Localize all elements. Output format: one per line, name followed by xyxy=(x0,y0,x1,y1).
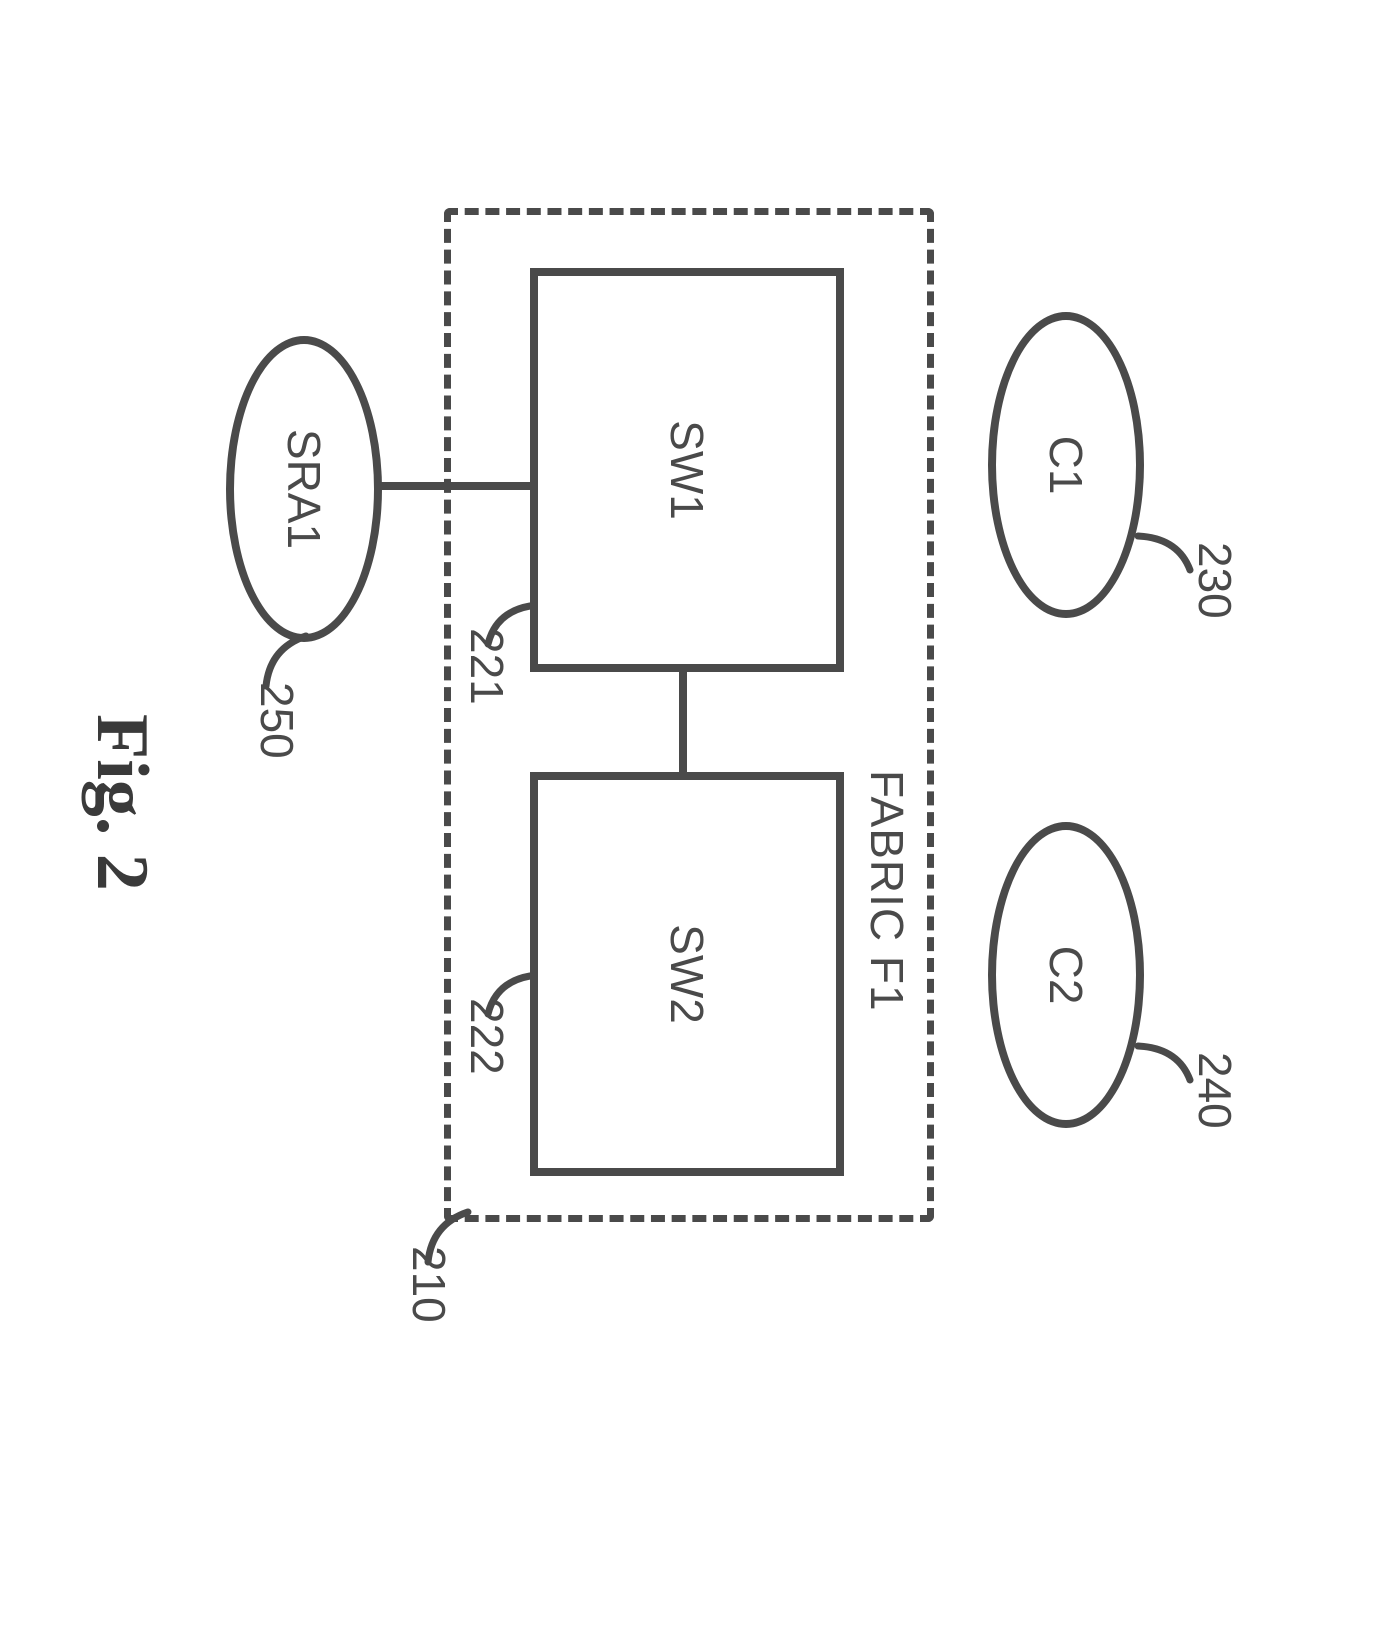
leader-c1 xyxy=(1126,530,1196,600)
refnum-c1: 230 xyxy=(1188,542,1242,619)
leader-sw2 xyxy=(478,970,538,1030)
refnum-c2: 240 xyxy=(1188,1052,1242,1129)
fabric-title: FABRIC F1 xyxy=(860,770,914,1012)
figure-caption: Fig. 2 xyxy=(79,714,164,891)
client-c2: C2 xyxy=(988,822,1144,1128)
link-sw1-sra1 xyxy=(378,482,530,490)
leader-sra1 xyxy=(254,630,314,700)
switch-sw2: SW2 xyxy=(530,772,844,1176)
client-c1: C1 xyxy=(988,312,1144,618)
switch-sw1: SW1 xyxy=(530,268,844,672)
storage-sra1: SRA1 xyxy=(226,336,382,642)
link-sw1-sw2 xyxy=(679,672,687,772)
client-c2-label: C2 xyxy=(1039,946,1093,1005)
storage-sra1-label: SRA1 xyxy=(277,429,331,549)
leader-c2 xyxy=(1126,1040,1196,1110)
switch-sw1-label: SW1 xyxy=(660,420,714,520)
leader-fabric xyxy=(416,1206,476,1276)
client-c1-label: C1 xyxy=(1039,436,1093,495)
switch-sw2-label: SW2 xyxy=(660,924,714,1024)
leader-sw1 xyxy=(478,600,538,660)
